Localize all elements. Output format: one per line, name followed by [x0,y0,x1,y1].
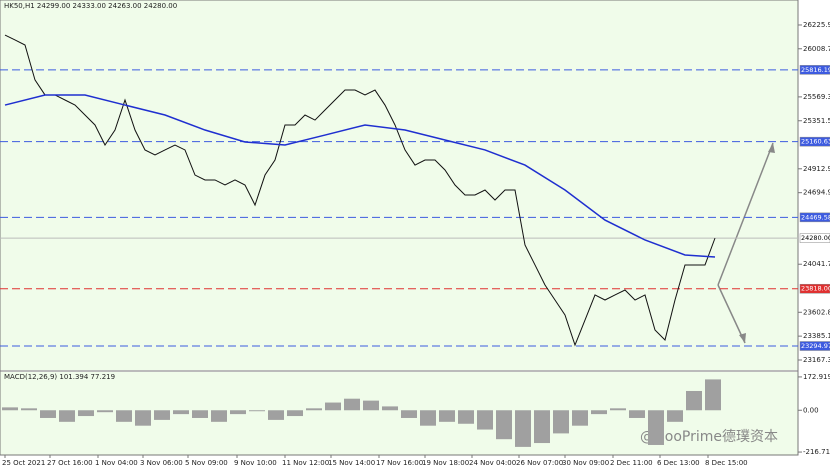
price-line [4,94,716,258]
x-tick-label: 30 Nov 09:00 [562,459,609,467]
macd-bar [78,410,94,417]
macd-bar [325,402,341,411]
macd-bar [135,410,151,426]
level-label: 23818.00 [801,285,830,293]
macd-bar [610,408,626,411]
macd-bar [40,410,56,418]
macd-bar [268,410,284,420]
x-tick-label: 24 Nov 04:00 [469,459,516,467]
macd-bar [439,410,455,422]
y-tick-label: 23602.85 [803,308,830,316]
macd-bar [591,410,607,415]
macd-bar [553,410,569,434]
level-tag [799,136,830,147]
macd-bar [420,410,436,426]
macd-bar [477,410,493,430]
level-label: 24280.00 [801,234,830,242]
level-label: 25160.63 [801,138,830,146]
macd-bar [686,390,702,411]
level-tag [799,65,830,75]
y-tick-label: -216.71 [803,448,830,456]
x-tick-label: 27 Oct 16:00 [47,459,93,467]
macd-bar [306,408,322,411]
arrow-down [717,284,746,344]
macd-bar [59,410,75,422]
y-tick-label: 25569.35 [803,93,830,101]
macd-bar [287,410,303,417]
macd-bar [667,410,683,422]
macd-bar [382,406,398,411]
arrow-head [739,333,746,343]
y-tick-label: 26008.75 [803,45,830,53]
macd-bar [116,410,132,422]
level-label: 24469.58 [801,213,830,221]
y-tick-label: 24694.95 [803,189,830,197]
macd-bar [97,410,113,413]
x-tick-label: 1 Nov 04:00 [95,459,138,467]
macd-bar [230,410,246,415]
y-tick-label: 24041.70 [803,260,830,268]
x-tick-label: 9 Nov 10:00 [234,459,277,467]
level-label: 23294.97 [801,342,830,350]
macd-bar [344,398,360,411]
macd-title: MACD(12,26,9) 101.394 77.219 [4,373,115,381]
y-tick-label: 23385.10 [803,332,830,340]
watermark: @DooPrime德璞资本 [640,429,778,445]
macd-bar [629,410,645,418]
level-tag [799,233,830,243]
main-panel [0,0,798,370]
macd-bar [458,410,474,424]
y-tick-label: 0.00 [803,406,819,414]
y-tick-label: 23167.35 [803,356,830,364]
macd-bar [173,410,189,415]
x-tick-label: 2 Dec 11:00 [610,459,653,467]
level-label: 25816.19 [801,66,830,74]
macd-bar [192,410,208,418]
level-tag [799,212,830,223]
macd-panel [0,372,798,455]
x-tick-label: 5 Nov 09:00 [185,459,228,467]
x-tick-label: 8 Dec 15:00 [705,459,748,467]
macd-bar [211,410,227,422]
macd-bar [515,410,531,447]
arrow-up [717,142,774,286]
y-tick-label: 24912.95 [803,165,830,173]
macd-bar [154,410,170,420]
macd-bar [705,379,721,411]
x-tick-label: 19 Nov 18:00 [422,459,469,467]
macd-bar [363,400,379,411]
x-tick-label: 15 Nov 14:00 [328,459,375,467]
macd-bar [21,408,37,411]
x-tick-label: 3 Nov 06:00 [140,459,183,467]
y-tick-label: 26225.95 [803,21,830,29]
macd-bar [648,410,664,445]
y-tick-label: 25351.55 [803,117,830,125]
x-tick-label: 26 Nov 07:00 [516,459,563,467]
macd-bar [2,407,18,411]
chart-title: HK50,H1 24299.00 24333.00 24263.00 24280… [4,2,177,10]
macd-bar [534,410,550,444]
x-tick-label: 17 Nov 16:00 [376,459,423,467]
level-tag [799,283,830,294]
arrow-head [768,143,775,153]
level-tag [799,341,830,351]
macd-bar [249,410,265,412]
macd-bar [401,410,417,418]
macd-bar [496,410,512,440]
x-tick-label: 25 Oct 2021 [2,459,45,467]
frame [0,0,799,456]
x-tick-label: 11 Nov 12:00 [282,459,329,467]
y-tick-label: 172.919 [803,373,830,381]
x-tick-label: 6 Dec 13:00 [657,459,700,467]
macd-bar [572,410,588,426]
